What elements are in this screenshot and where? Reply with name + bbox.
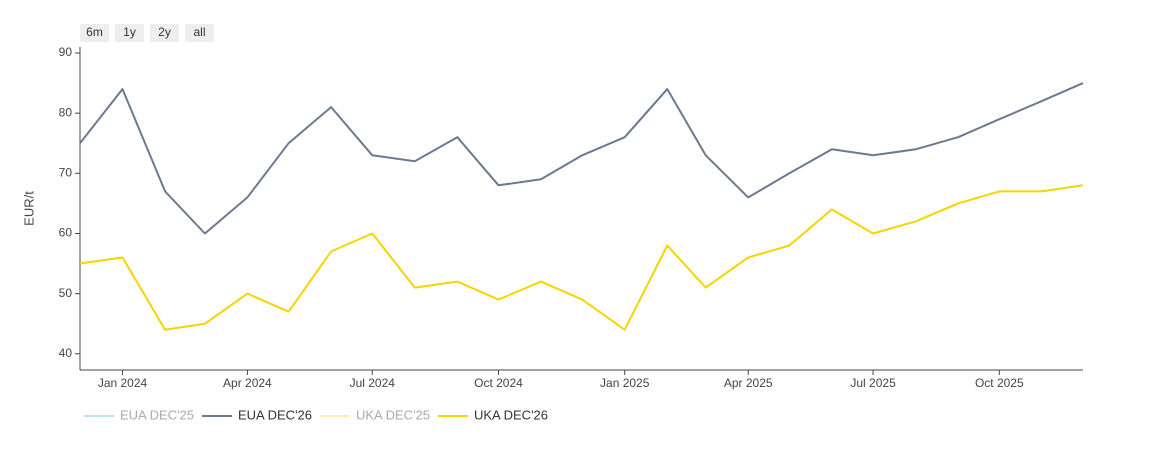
- y-tick-label: 70: [59, 165, 73, 179]
- button-label[interactable]: 1y: [123, 25, 136, 39]
- legend-label[interactable]: UKA DEC'26: [474, 407, 548, 422]
- button-bg[interactable]: [185, 24, 214, 42]
- button-bg[interactable]: [115, 24, 144, 42]
- range-button[interactable]: 6m: [80, 24, 109, 42]
- y-tick-label: 60: [59, 226, 73, 240]
- legend-item[interactable]: UKA DEC'26: [438, 407, 548, 422]
- x-tick-label: Jan 2025: [600, 376, 650, 390]
- x-tick-label: Jul 2024: [350, 376, 396, 390]
- x-tick-label: Apr 2024: [223, 376, 272, 390]
- button-label[interactable]: 2y: [158, 25, 171, 39]
- series-line: [79, 184, 1084, 331]
- legend-label[interactable]: EUA DEC'26: [238, 407, 312, 422]
- button-label[interactable]: all: [193, 25, 205, 39]
- y-tick-label: 50: [59, 286, 73, 300]
- range-button[interactable]: 1y: [115, 24, 144, 42]
- legend-item[interactable]: UKA DEC'25: [320, 407, 430, 422]
- range-button[interactable]: all: [185, 24, 214, 42]
- button-bg[interactable]: [80, 24, 109, 42]
- legend-item[interactable]: EUA DEC'25: [84, 407, 194, 422]
- y-tick-label: 80: [59, 105, 73, 119]
- legend-item[interactable]: EUA DEC'26: [202, 407, 312, 422]
- legend-label[interactable]: EUA DEC'25: [120, 407, 194, 422]
- range-button[interactable]: 2y: [150, 24, 179, 42]
- y-tick-label: 40: [59, 346, 73, 360]
- x-tick-label: Jan 2024: [98, 376, 148, 390]
- x-tick-label: Oct 2025: [975, 376, 1024, 390]
- legend-label[interactable]: UKA DEC'25: [356, 407, 430, 422]
- series-line: [79, 82, 1084, 235]
- x-tick-label: Apr 2025: [724, 376, 773, 390]
- y-axis-label: EUR/t: [21, 191, 36, 226]
- button-label[interactable]: 6m: [86, 25, 103, 39]
- y-tick-label: 90: [59, 45, 73, 59]
- button-bg[interactable]: [150, 24, 179, 42]
- x-tick-label: Jul 2025: [850, 376, 896, 390]
- x-tick-label: Oct 2024: [474, 376, 523, 390]
